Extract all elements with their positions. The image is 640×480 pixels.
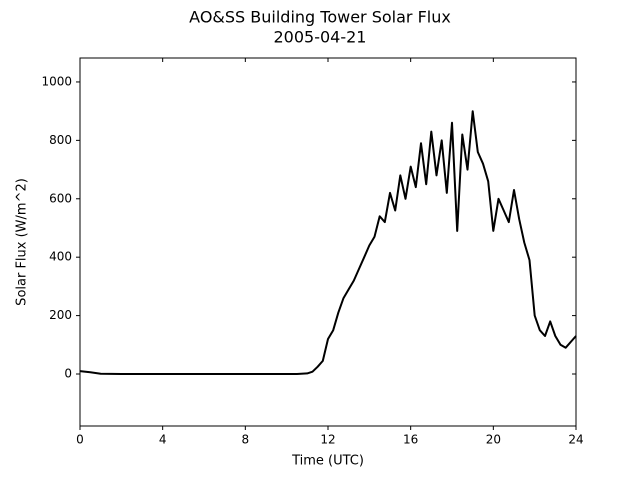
y-tick-label: 800 — [49, 133, 72, 147]
x-tick-label: 8 — [242, 433, 250, 447]
x-tick-label: 12 — [320, 433, 335, 447]
flux-line — [79, 110, 577, 375]
x-tick-label: 20 — [486, 433, 501, 447]
y-axis-label: Solar Flux (W/m^2) — [15, 178, 30, 306]
y-tick-label: 200 — [49, 308, 72, 322]
x-axis-label: Time (UTC) — [291, 454, 364, 469]
x-tick-label: 16 — [403, 433, 418, 447]
y-tick-label: 600 — [49, 191, 72, 205]
x-tick-label: 24 — [568, 433, 583, 447]
chart-subtitle: 2005-04-21 — [274, 28, 367, 47]
x-tick-label: 4 — [159, 433, 167, 447]
y-tick-label: 0 — [64, 367, 72, 381]
y-tick-label: 400 — [49, 250, 72, 264]
plot-frame — [79, 57, 577, 427]
chart-title: AO&SS Building Tower Solar Flux — [189, 8, 451, 27]
x-tick-label: 0 — [76, 433, 84, 447]
y-tick-label: 1000 — [41, 74, 72, 88]
